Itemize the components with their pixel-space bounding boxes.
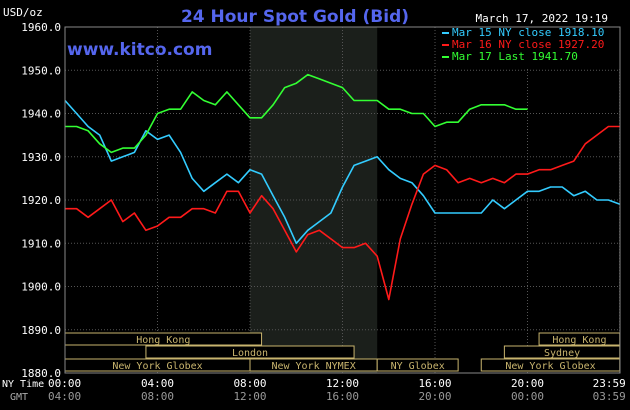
website-label: www.kitco.com <box>67 40 212 60</box>
session-box: New York Globex <box>480 358 621 372</box>
x-tick-label-ny: 20:00 <box>511 377 544 390</box>
session-box: Hong Kong <box>538 332 621 346</box>
x-tick-label-gmt: 08:00 <box>141 390 174 403</box>
nymex-shade <box>250 27 378 373</box>
y-tick-label: 1940.0 <box>21 108 61 121</box>
gmt-label: GMT <box>10 392 28 403</box>
trading-sessions: Hong Kong London New York Globex New York N… <box>64 332 621 372</box>
session-box: New York NYMEX <box>249 358 378 372</box>
session-label: Hong Kong <box>136 335 190 346</box>
session-label: NY Globex <box>391 361 445 372</box>
x-tick-label-gmt: 16:00 <box>326 390 359 403</box>
session-rect <box>376 358 459 372</box>
y-tick-label: 1960.0 <box>21 21 61 34</box>
session-box: London <box>145 345 355 359</box>
session-box: New York Globex <box>64 358 251 372</box>
series-lines <box>64 73 621 301</box>
chart-title: 24 Hour Spot Gold (Bid) <box>181 7 409 27</box>
series-line-2 <box>65 125 620 301</box>
session-label: New York NYMEX <box>271 361 355 372</box>
x-tick-label-gmt: 04:00 <box>48 390 81 403</box>
legend-entry: Mar 16 NY close 1927.20 <box>452 38 604 51</box>
x-tick-label-ny: 00:00 <box>48 377 81 390</box>
x-tick-label-ny: 04:00 <box>141 377 174 390</box>
chart-timestamp: March 17, 2022 19:19 <box>476 12 608 25</box>
series-line-1 <box>64 99 621 245</box>
x-tick-labels: 00:00 04:00 08:00 12:00 16:00 20:00 23:5904:00… <box>48 377 626 403</box>
session-label: New York Globex <box>112 361 202 372</box>
x-tick-label-gmt: 12:00 <box>233 390 266 403</box>
y-tick-label: 1910.0 <box>21 237 61 250</box>
x-tick-label-gmt: 03:59 <box>593 390 626 403</box>
session-label: Sydney <box>544 348 580 359</box>
x-tick-label-ny: 08:00 <box>233 377 266 390</box>
legend-entry: Mar 17 Last 1941.70 <box>452 50 578 63</box>
y-tick-label: 1950.0 <box>21 64 61 77</box>
y-tick-label: 1930.0 <box>21 151 61 164</box>
ny-time-label: NY Time <box>2 379 44 390</box>
session-box: Hong Kong <box>64 332 263 346</box>
y-axis-label: USD/oz <box>3 6 43 19</box>
session-box: NY Globex <box>376 358 459 372</box>
x-tick-label-ny: 16:00 <box>418 377 451 390</box>
x-tick-label-ny: 23:59 <box>593 377 626 390</box>
plot-frame <box>64 26 621 374</box>
x-tick-label-ny: 12:00 <box>326 377 359 390</box>
y-tick-label: 1890.0 <box>21 324 61 337</box>
session-label: London <box>232 348 268 359</box>
series-line-3 <box>65 73 528 154</box>
session-rect <box>145 345 355 359</box>
y-tick-label: 1920.0 <box>21 194 61 207</box>
legend-bg <box>438 26 620 68</box>
y-tick-labels: 1960.0 1950.0 1940.0 1930.0 1920.0 1910.0 1900… <box>21 21 61 380</box>
session-label: Hong Kong <box>552 335 606 346</box>
nymex-session-shading <box>250 27 378 373</box>
session-label: New York Globex <box>505 361 595 372</box>
x-tick-label-gmt: 00:00 <box>511 390 544 403</box>
y-tick-label: 1900.0 <box>21 281 61 294</box>
session-box: Sydney <box>503 345 621 359</box>
y-tick-label: 1880.0 <box>21 367 61 380</box>
legend-entry: Mar 15 NY close 1918.10 <box>452 26 604 39</box>
x-tick-label-gmt: 20:00 <box>418 390 451 403</box>
